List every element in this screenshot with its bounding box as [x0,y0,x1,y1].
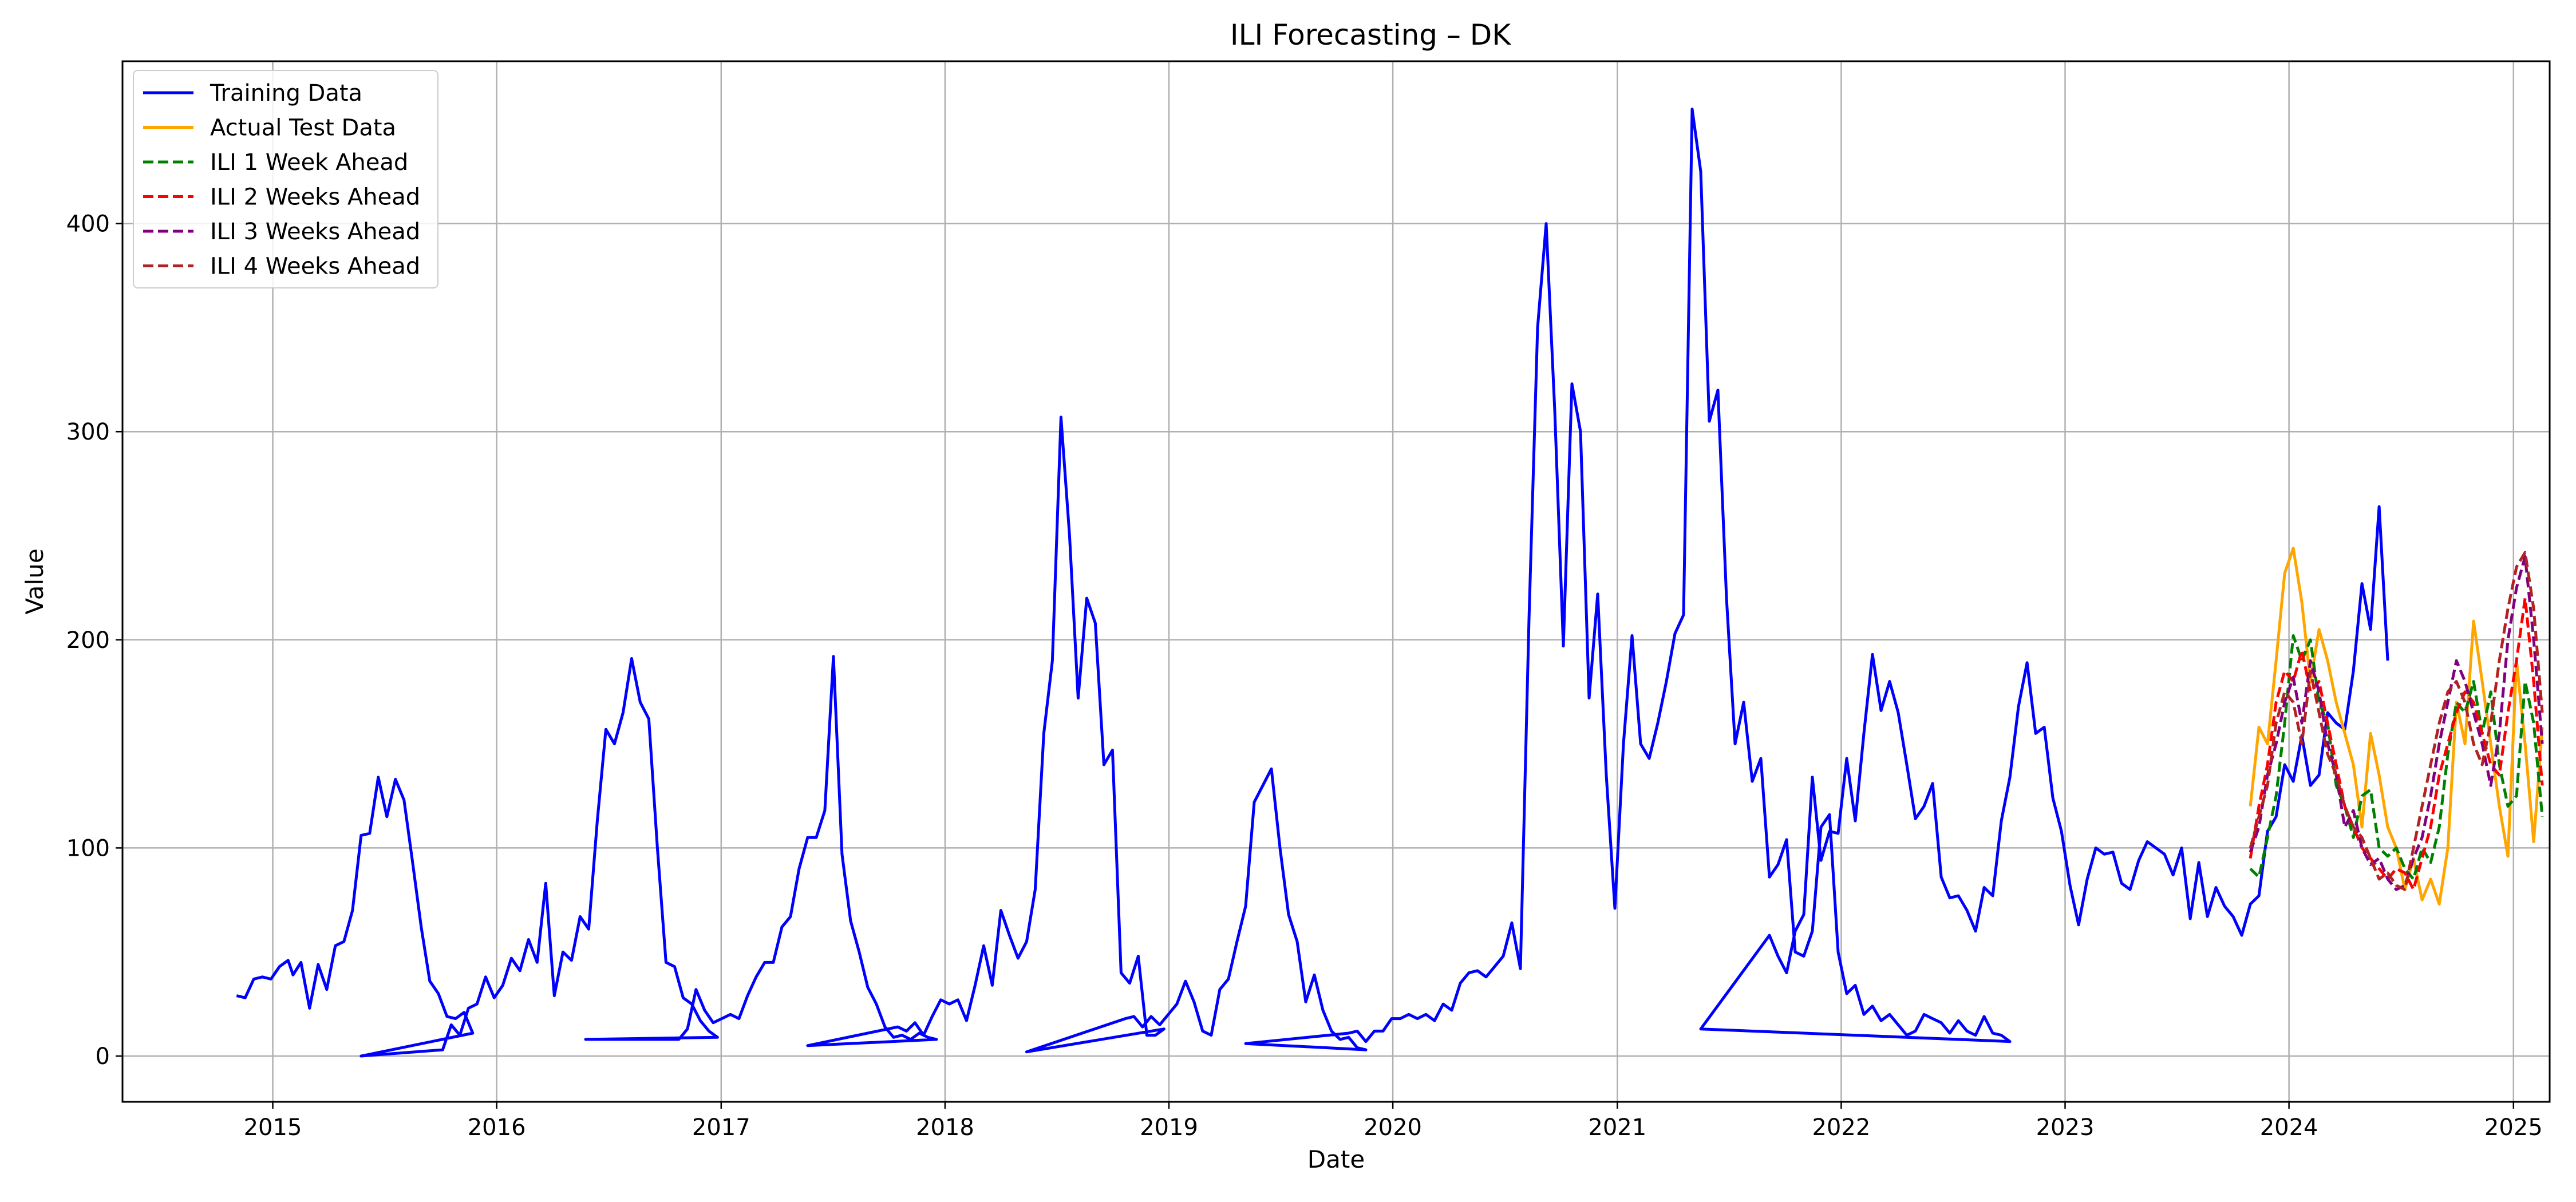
x-tick-label: 2015 [244,1114,302,1141]
legend-label-ili-3-weeks-ahead: ILI 3 Weeks Ahead [210,219,420,245]
x-tick-label: 2021 [1588,1114,1646,1141]
series-line-ili-4-weeks-ahead [2249,551,2544,891]
series-line-ili-3-weeks-ahead [2249,555,2544,891]
y-tick-label: 200 [66,627,110,654]
x-tick-label: 2020 [1364,1114,1422,1141]
y-tick-label: 400 [66,211,110,238]
series-line-training-data [236,108,2389,1058]
legend-box [133,70,438,288]
x-tick-label: 2024 [2260,1114,2318,1141]
legend-label-training-data: Training Data [210,80,362,106]
legend-label-ili-2-weeks-ahead: ILI 2 Weeks Ahead [210,184,420,211]
plot-frame [121,60,2551,1103]
x-axis-title: Date [1307,1145,1365,1173]
x-tick-label: 2019 [1140,1114,1198,1141]
x-tick-label: 2025 [2484,1114,2543,1141]
y-tick-label: 100 [66,835,110,861]
x-tick-label: 2017 [692,1114,750,1141]
y-tick-label: 300 [66,419,110,445]
chart-title: ILI Forecasting – DK [1230,18,1511,52]
x-tick-label: 2018 [916,1114,974,1141]
x-axis-ticks: 2015 2016 2017 2018 2019 2020 2021 2022 2023 2024… [244,1102,2543,1141]
x-tick-label: 2022 [1812,1114,1870,1141]
series-layer [236,108,2544,1058]
x-tick-label: 2023 [2036,1114,2095,1141]
y-axis-title: Value [21,548,49,614]
x-tick-label: 2016 [468,1114,526,1141]
series-line-ili-1-week-ahead [2249,634,2544,881]
legend-label-actual-test-data: Actual Test Data [210,115,396,141]
y-tick-label: 0 [96,1043,110,1070]
y-axis-ticks: 0 100 200 300 400 [66,211,123,1070]
legend-label-ili-1-week-ahead: ILI 1 Week Ahead [210,149,408,176]
legend-label-ili-4-weeks-ahead: ILI 4 Weeks Ahead [210,254,420,280]
legend: Training Data Actual Test Data ILI 1 Week … [133,70,438,288]
